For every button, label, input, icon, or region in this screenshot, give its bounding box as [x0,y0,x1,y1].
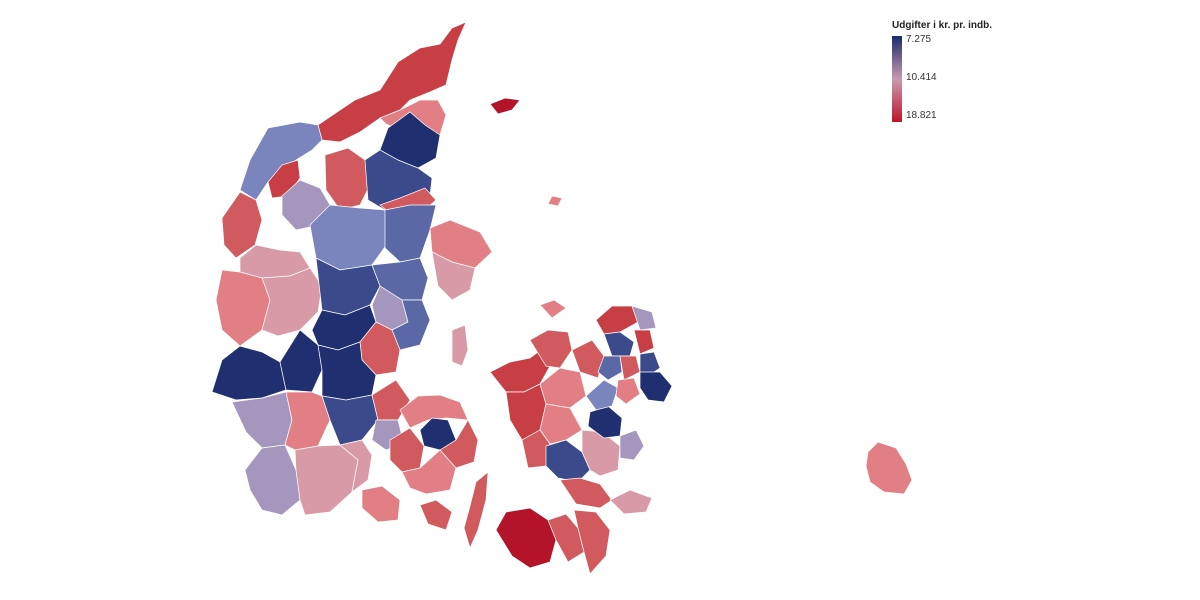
municipality-region[interactable] [545,439,591,483]
municipality-region[interactable] [239,121,323,201]
municipality-region[interactable] [384,204,437,263]
municipality-region[interactable] [463,471,489,550]
municipality-region[interactable] [573,509,611,575]
municipality-region[interactable] [609,489,653,515]
municipality-region[interactable] [619,429,645,461]
legend-label-top: 7.275 [906,34,932,45]
municipality-region[interactable] [339,439,373,493]
municipality-region[interactable] [631,305,657,331]
municipality-region[interactable] [317,341,377,401]
municipality-region[interactable] [539,299,567,319]
legend-title: Udgifter i kr. pr. indb. [892,20,993,31]
municipality-region[interactable] [495,507,557,569]
municipality-region[interactable] [361,485,401,523]
municipality-region[interactable] [539,403,583,445]
municipality-region[interactable] [619,355,641,381]
municipality-region[interactable] [539,367,587,409]
municipality-region[interactable] [309,204,391,271]
municipality-region[interactable] [221,191,263,259]
municipality-region[interactable] [451,324,469,367]
municipality-region[interactable] [261,267,323,337]
municipality-region[interactable] [231,391,293,449]
municipality-region[interactable] [559,477,613,509]
legend-color-bar [892,36,902,122]
municipality-region[interactable] [633,329,655,355]
municipality-region[interactable] [865,441,913,495]
municipality-region[interactable] [639,371,673,403]
municipality-region[interactable] [595,305,639,335]
municipality-region[interactable] [215,269,271,347]
municipality-region[interactable] [294,444,359,516]
municipality-region[interactable] [431,251,476,301]
municipality-region[interactable] [401,449,457,495]
map-legend: Udgifter i kr. pr. indb. 7.275 10.414 18… [892,20,1012,122]
municipality-region[interactable] [391,299,431,351]
municipality-region[interactable] [597,355,623,381]
municipality-region[interactable] [603,331,635,357]
municipality-region[interactable] [324,147,371,211]
municipality-region[interactable] [585,379,619,411]
municipality-region[interactable] [244,444,301,516]
municipality-region[interactable] [419,499,453,531]
municipality-region[interactable] [615,377,641,405]
legend-label-mid: 10.414 [906,72,937,83]
municipality-region[interactable] [211,345,287,401]
municipality-region[interactable] [547,195,563,207]
municipality-region[interactable] [317,21,467,143]
municipality-region[interactable] [321,394,379,446]
legend-label-bottom: 18.821 [906,110,937,121]
municipality-region[interactable] [489,97,521,115]
